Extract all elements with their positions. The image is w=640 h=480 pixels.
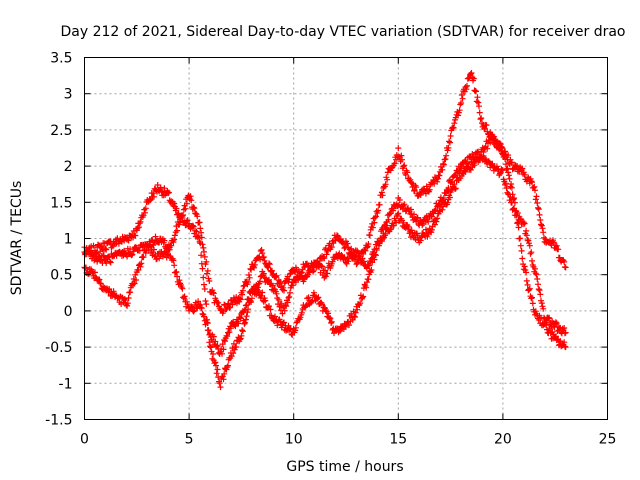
x-tick-label: 0 [80,432,89,448]
x-tick-label: 5 [185,432,194,448]
y-tick-label: 3 [64,87,73,103]
y-tick-label: 0 [64,304,73,320]
data-marks [81,70,569,391]
y-tick-label: -0.5 [45,340,72,356]
y-tick-label: 0.5 [50,268,72,284]
y-tick-label: 1.5 [50,195,72,211]
y-axis-title: SDTVAR / TECUs [9,181,25,296]
axis-ticks: 0 5 10 15 20 25 -1.5 -1 -0.5 0 0.5 1 1.5 2 2.5 3 3.5 [45,51,616,448]
y-tick-label: 2.5 [50,123,72,139]
y-tick-label: 1 [64,232,73,248]
series-1 [81,70,569,391]
x-tick-label: 20 [494,432,512,448]
x-tick-label: 10 [285,432,303,448]
y-tick-label: 2 [64,159,73,175]
series-markers [81,70,569,391]
y-tick-label: -1 [59,376,73,392]
x-tick-label: 25 [599,432,617,448]
x-axis-title: GPS time / hours [286,459,403,475]
x-tick-label: 15 [389,432,407,448]
chart-title: Day 212 of 2021, Sidereal Day-to-day VTE… [60,24,625,40]
y-tick-label: -1.5 [45,413,72,429]
y-tick-label: 3.5 [50,51,72,67]
